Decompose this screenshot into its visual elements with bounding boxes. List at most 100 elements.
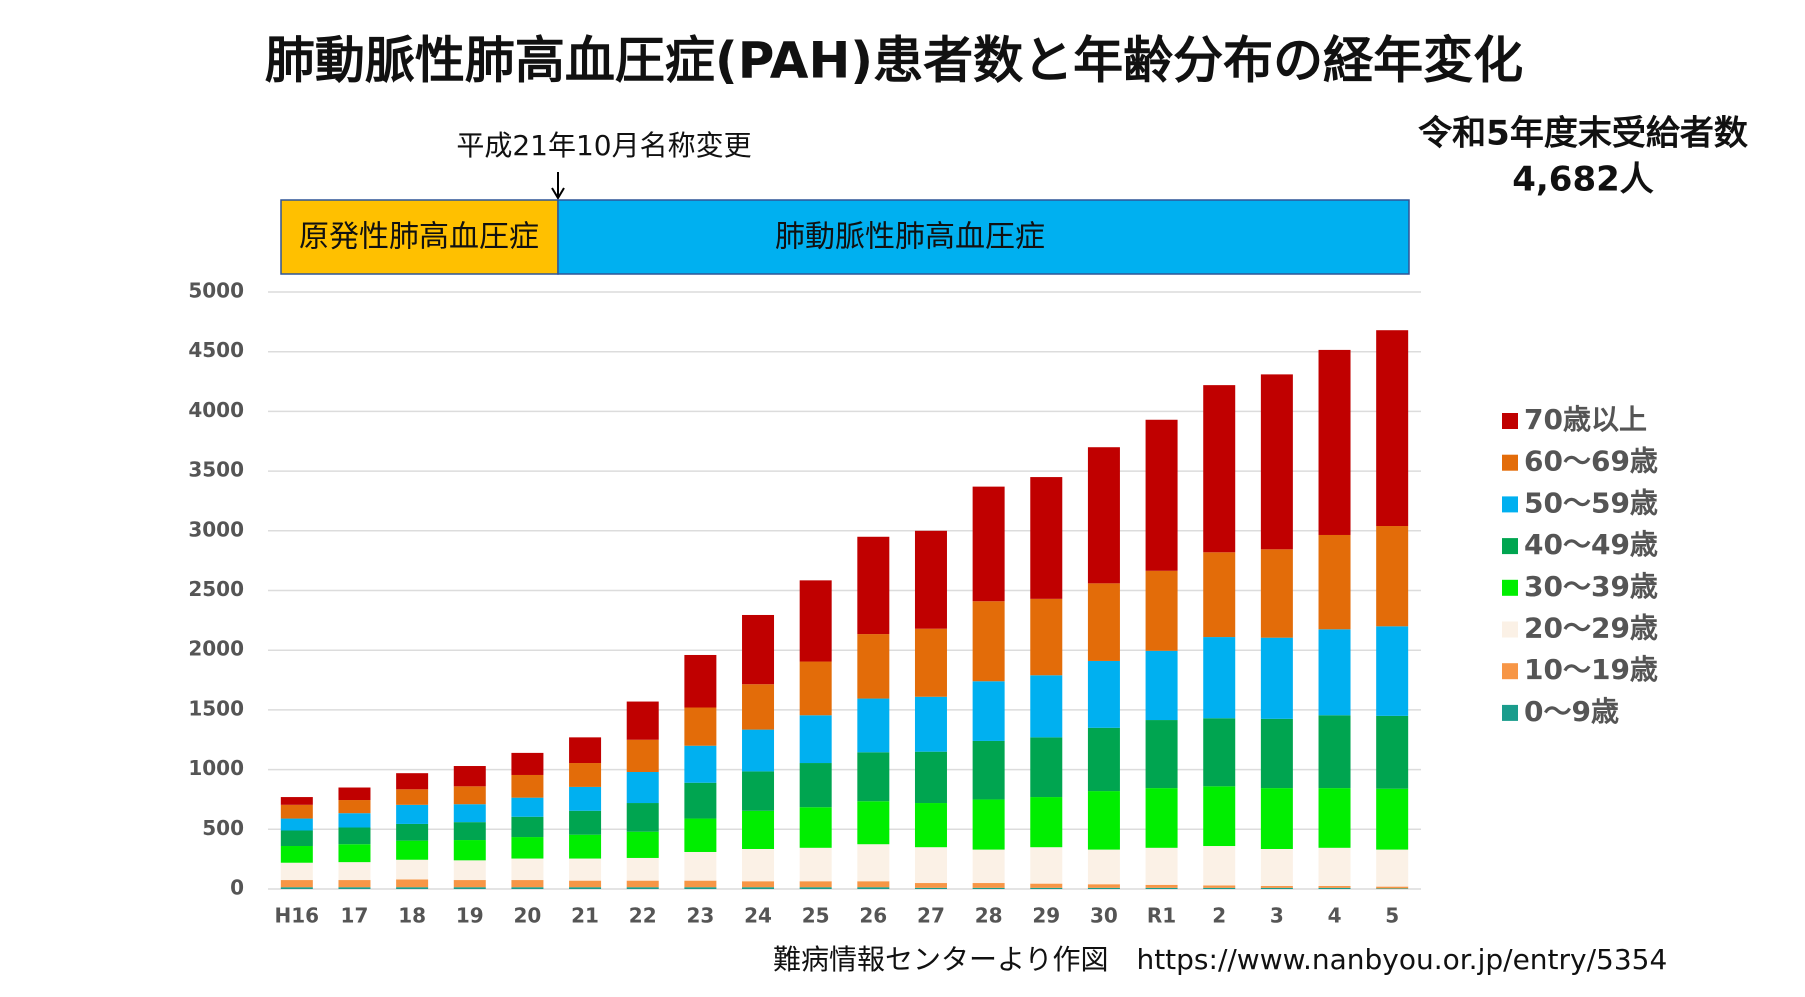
bar-segment xyxy=(857,844,890,882)
bar-segment xyxy=(684,887,717,889)
bar-segment xyxy=(1145,884,1178,888)
bar-segment xyxy=(914,803,947,848)
bar-segment xyxy=(626,887,659,889)
bar-segment xyxy=(857,752,890,802)
bar-segment xyxy=(1260,887,1293,889)
bar-segment xyxy=(1203,887,1236,889)
bar-segment xyxy=(742,881,775,888)
bar-segment xyxy=(1030,598,1063,676)
bar-segment xyxy=(396,840,429,860)
bar-segment xyxy=(1376,715,1409,789)
y-tick-label: 2500 xyxy=(188,577,244,601)
bar-segment xyxy=(1145,570,1178,651)
bar-segment xyxy=(799,580,832,662)
era-box xyxy=(557,199,1410,275)
legend-swatch xyxy=(1502,454,1518,471)
bar-segment xyxy=(1145,887,1178,889)
bar-segment xyxy=(1318,886,1351,888)
bar-segment xyxy=(1030,675,1063,738)
bar-segment xyxy=(511,880,544,888)
bar-segment xyxy=(396,887,429,889)
x-tick-label: 27 xyxy=(917,904,945,928)
bar-segment xyxy=(338,862,371,881)
bar-segment xyxy=(280,887,313,889)
bar-segment xyxy=(1030,797,1063,848)
bar-segment xyxy=(280,797,313,805)
x-tick-label: 22 xyxy=(629,904,657,928)
annotation: 平成21年10月名称変更 xyxy=(456,129,751,162)
bar-segment xyxy=(684,745,717,783)
bar-segment xyxy=(453,786,486,805)
bar-segment xyxy=(626,880,659,888)
bar-segment xyxy=(857,887,890,889)
bar-segment xyxy=(914,887,947,889)
bar-segment xyxy=(799,807,832,848)
bar-segment xyxy=(569,737,602,764)
y-tick-label: 3500 xyxy=(188,458,244,482)
bar-segment xyxy=(569,810,602,835)
y-tick-label: 1000 xyxy=(188,756,244,780)
legend-label: 30～39歳 xyxy=(1524,570,1658,603)
bar-segment xyxy=(857,801,890,845)
bar-segment xyxy=(1318,788,1351,848)
bar-segment xyxy=(1030,883,1063,888)
bar-segment xyxy=(338,787,371,801)
bar-segment xyxy=(972,486,1005,602)
bar-segment xyxy=(1203,885,1236,888)
bar-segment xyxy=(684,880,717,888)
bar-segment xyxy=(626,831,659,858)
x-tick-label: 24 xyxy=(744,904,772,928)
x-tick-label: 23 xyxy=(686,904,714,928)
legend-label: 0～9歳 xyxy=(1524,695,1619,728)
bar-segment xyxy=(799,887,832,889)
bar-segment xyxy=(972,849,1005,884)
x-tick-label: 2 xyxy=(1212,904,1226,928)
x-tick-label: 20 xyxy=(514,904,542,928)
bar-segment xyxy=(972,799,1005,850)
bar-segment xyxy=(742,684,775,730)
bar-segment xyxy=(1260,849,1293,887)
bar-segment xyxy=(569,858,602,881)
bar-segment xyxy=(914,847,947,884)
y-tick-label: 4000 xyxy=(188,398,244,422)
bar-segment xyxy=(799,881,832,888)
bar-segment xyxy=(1376,626,1409,716)
bar-segment xyxy=(972,601,1005,682)
legend-label: 10～19歳 xyxy=(1524,653,1658,686)
x-tick-label: 17 xyxy=(341,904,369,928)
bar-segment xyxy=(453,840,486,861)
era-label: 肺動脈性肺高血圧症 xyxy=(775,220,1045,255)
bar-segment xyxy=(972,740,1005,800)
bar-segment xyxy=(684,851,717,881)
source: 難病情報センターより作図 https://www.nanbyou.or.jp/e… xyxy=(773,943,1667,976)
bar-segment xyxy=(799,661,832,716)
bar-segment xyxy=(742,849,775,882)
legend-label: 70歳以上 xyxy=(1524,403,1647,436)
legend-swatch xyxy=(1502,538,1518,555)
legend-swatch xyxy=(1502,704,1518,721)
bar-segment xyxy=(1318,715,1351,789)
bar-segment xyxy=(511,816,544,838)
era-label: 原発性肺高血圧症 xyxy=(299,220,539,255)
bar-segment xyxy=(1376,849,1409,887)
bar-segment xyxy=(1376,888,1409,889)
bar-segment xyxy=(1376,526,1409,627)
bar-segment xyxy=(1030,847,1063,884)
bar-segment xyxy=(280,830,313,847)
bar-segment xyxy=(396,879,429,888)
bar-segment xyxy=(1145,788,1178,848)
bar-segment xyxy=(857,536,890,635)
bar-segment xyxy=(1145,650,1178,721)
legend-label: 20～29歳 xyxy=(1524,612,1658,645)
bar-segment xyxy=(626,701,659,740)
bar-segment xyxy=(396,804,429,824)
bar-segment xyxy=(626,739,659,772)
x-tick-label: 28 xyxy=(975,904,1003,928)
legend-swatch xyxy=(1502,413,1518,429)
note: 令和5年度末受給者数 xyxy=(1418,114,1748,154)
bar-segment xyxy=(1318,349,1351,535)
bar-segment xyxy=(1376,330,1409,527)
bar-segment xyxy=(1087,660,1120,728)
bar-segment xyxy=(799,763,832,808)
